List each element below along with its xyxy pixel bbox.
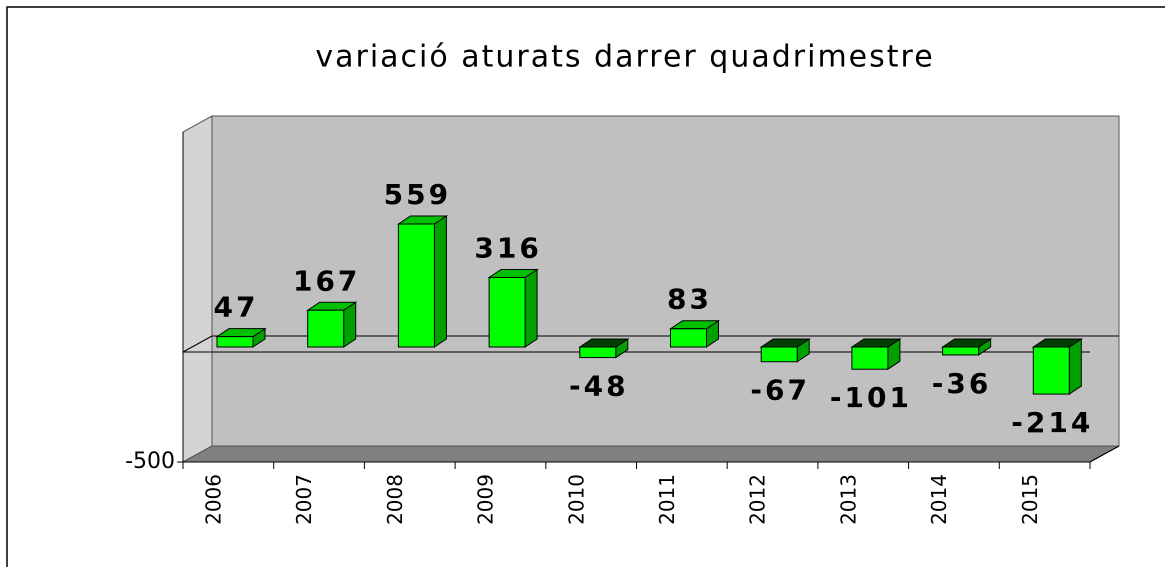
y-tick-label: -500 [125, 449, 175, 474]
x-tick-label: 2011 [655, 474, 679, 525]
bar-front [307, 309, 345, 348]
bar-front [579, 346, 617, 359]
back-wall [211, 115, 1120, 447]
x-axis-edge [1089, 445, 1120, 463]
bar-front [488, 276, 526, 348]
bar [215, 327, 267, 348]
data-label: 167 [293, 264, 360, 297]
bar [940, 338, 993, 356]
bar [306, 301, 358, 348]
data-label: 47 [214, 291, 259, 324]
x-tick-label: 2006 [202, 474, 226, 525]
floor [182, 445, 1120, 463]
data-label: -214 [1011, 406, 1093, 439]
x-tick-label: 2015 [1018, 474, 1042, 525]
bar-side [433, 215, 447, 348]
bar-front [851, 346, 889, 370]
bar [850, 338, 902, 371]
x-tick-label: 2008 [383, 474, 407, 525]
x-tick-label: 2009 [474, 474, 498, 525]
data-label: -48 [569, 370, 629, 403]
bar-front [1032, 346, 1070, 395]
bar-front [397, 223, 435, 348]
data-label: -101 [830, 381, 912, 414]
bar [578, 338, 630, 359]
chart-title: variació aturats darrer quadrimestre [315, 40, 934, 75]
x-tick-label: 2013 [836, 474, 860, 525]
data-label: 83 [667, 283, 712, 316]
bar-front [760, 346, 798, 363]
data-label: -36 [932, 367, 992, 400]
bar [1031, 338, 1083, 396]
bar [759, 338, 811, 363]
x-tick-label: 2014 [927, 474, 951, 525]
bar-front [670, 328, 707, 348]
data-label: 559 [384, 178, 451, 211]
bar-side [1068, 338, 1082, 396]
zero-line-side [182, 335, 213, 353]
bar [487, 268, 539, 348]
x-tick-label: 2010 [564, 474, 588, 525]
bar-front [216, 336, 254, 348]
bar-side [524, 268, 538, 348]
data-label: -67 [750, 374, 810, 407]
bar-front [942, 346, 980, 356]
bar [668, 319, 721, 348]
data-label: 316 [474, 231, 541, 264]
bar [396, 215, 449, 348]
x-tick-label: 2012 [746, 474, 770, 525]
x-tick-label: 2007 [292, 474, 316, 525]
side-wall [182, 115, 213, 463]
